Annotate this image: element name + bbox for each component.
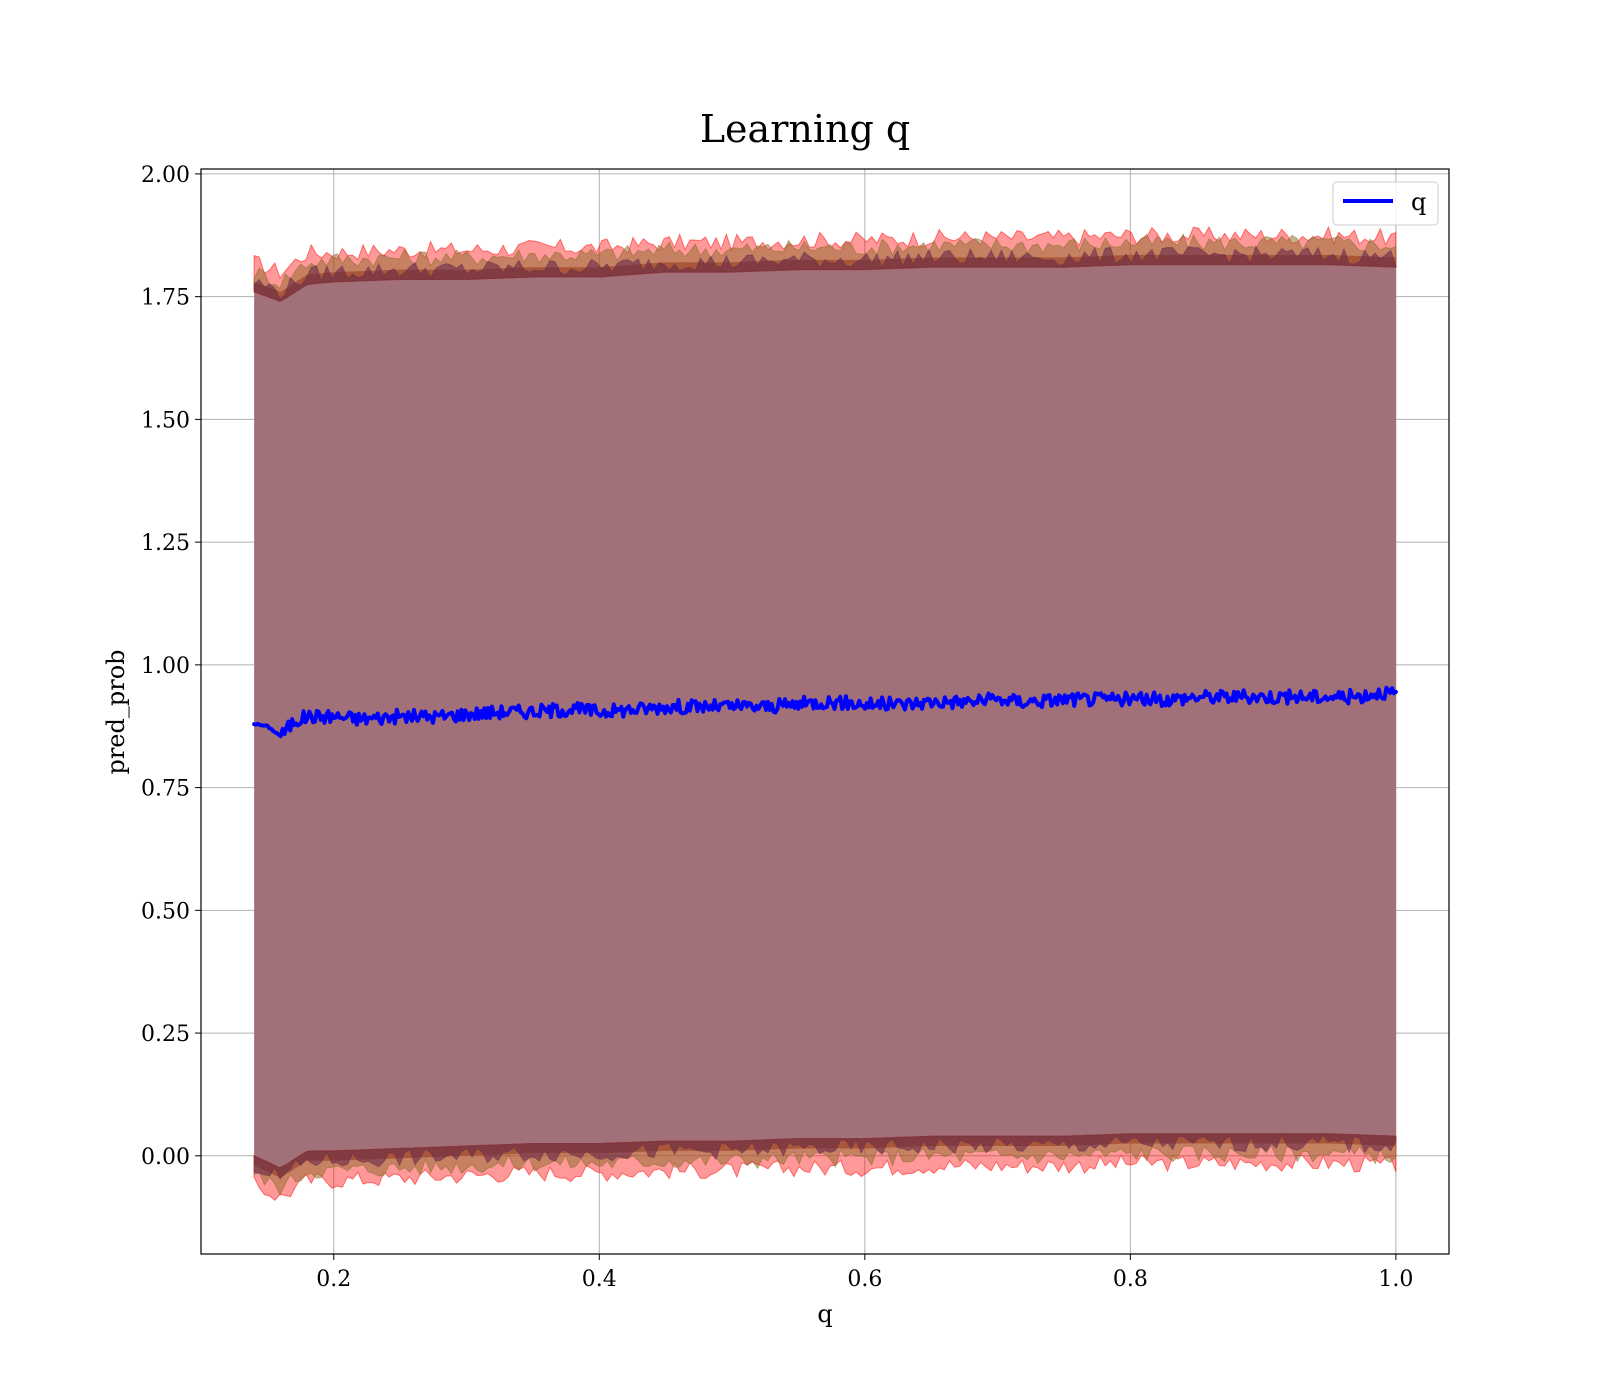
y-axis-title: pred_prob [102, 649, 130, 774]
chart-title: Learning q [700, 107, 910, 151]
y-tick-label: 2.00 [141, 163, 190, 188]
x-tick-label: 0.6 [847, 1267, 882, 1292]
x-tick-label: 0.8 [1113, 1267, 1148, 1292]
band-upper-edge [253, 245, 1397, 302]
x-axis-title: q [817, 1300, 832, 1328]
legend-label-q: q [1411, 188, 1426, 216]
series-lines [252, 685, 1398, 739]
y-tick-label: 0.25 [141, 1022, 190, 1047]
axis-ticks: 0.2 0.4 0.6 0.8 1.0 0.00 0.25 0.50 0.75 1.00 1.25 1… [141, 163, 1413, 1292]
y-tick-label: 1.75 [141, 286, 190, 311]
y-tick-label: 0.50 [141, 899, 190, 924]
legend-box [1332, 181, 1439, 226]
y-tick-label: 0.75 [141, 777, 190, 802]
y-tick-label: 1.50 [141, 408, 190, 433]
y-tick-label: 0.00 [141, 1145, 190, 1170]
y-tick-label: 1.00 [141, 654, 190, 679]
legend: q [1332, 181, 1439, 226]
x-tick-label: 0.4 [582, 1267, 617, 1292]
y-tick-label: 1.25 [141, 531, 190, 556]
x-tick-label: 1.0 [1378, 1267, 1413, 1292]
band-fill-main [254, 254, 1396, 1178]
plot-frame [200, 168, 1450, 1255]
confidence-bands [253, 225, 1397, 1202]
band-lower-edge [253, 1133, 1397, 1180]
x-tick-label: 0.2 [316, 1267, 351, 1292]
series-line-q [252, 685, 1398, 739]
